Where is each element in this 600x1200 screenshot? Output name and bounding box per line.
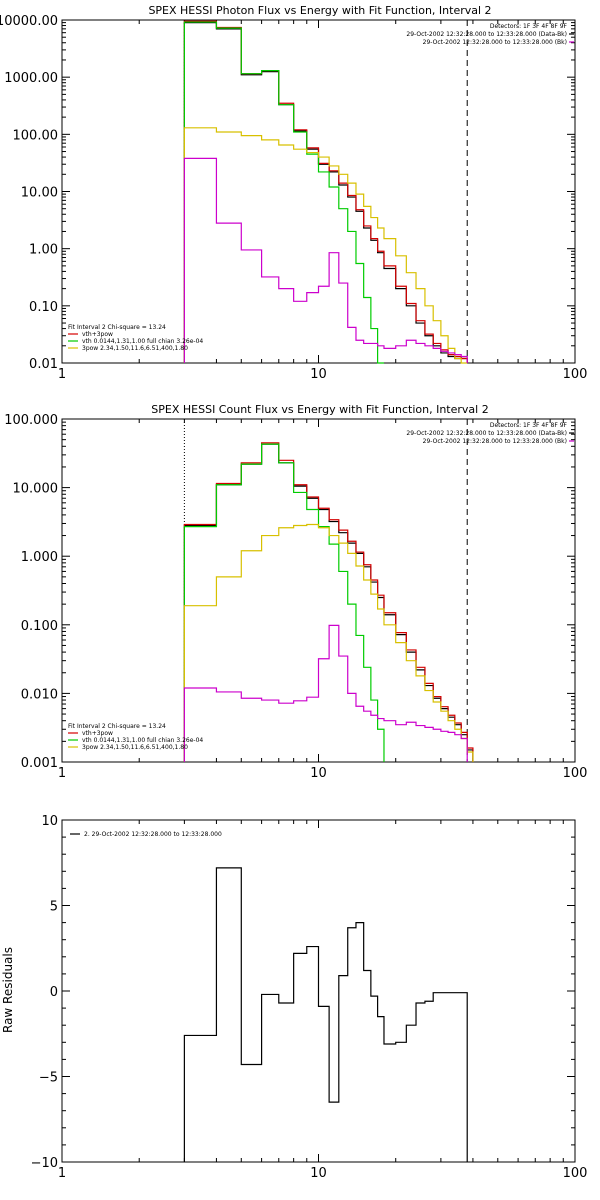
fit-label: Fit Interval 2 Chi-square = 13.24 xyxy=(68,723,166,730)
header-line: Detectors: 1F 3F 4F 8F 9F xyxy=(490,23,568,30)
residuals-panel: Raw Residuals 1 10 100 10 5 0 −5 −10 2. 29-Oct-2… xyxy=(1,814,587,1181)
series-histogram xyxy=(183,157,468,363)
x-tick-label: 1 xyxy=(58,367,66,382)
header-line: 29-Oct-2002 12:32:28.000 to 12:33:28.000… xyxy=(406,31,567,38)
y-tick-label: 0.01 xyxy=(29,357,58,372)
y-tick-label: 10.00 xyxy=(21,186,58,201)
photon-flux-panel: SPEX HESSI Photon Flux vs Energy with Fi… xyxy=(0,4,587,382)
y-tick-label: 1.00 xyxy=(29,243,58,258)
legend-label: vth 0.0144,1.31,1.00 full chian 3.26e-04 xyxy=(82,737,203,744)
legend-label: 3pow 2.34,1.50,11.6,6.51,400,1.80 xyxy=(82,345,188,352)
count-flux-title: SPEX HESSI Count Flux vs Energy with Fit… xyxy=(151,403,488,416)
legend-label: 3pow 2.34,1.50,11.6,6.51,400,1.80 xyxy=(82,744,188,751)
plot-frame xyxy=(61,19,576,364)
y-tick-label: 1.000 xyxy=(21,550,58,565)
fit-label: Fit Interval 2 Chi-square = 13.24 xyxy=(68,324,166,331)
y-tick-label: 10 xyxy=(41,814,58,829)
y-tick-label: 1000.00 xyxy=(4,71,58,86)
x-tick-label: 100 xyxy=(563,1166,588,1181)
series-histogram xyxy=(183,867,468,1162)
series-histogram xyxy=(183,127,468,364)
residuals-y-label: Raw Residuals xyxy=(1,947,15,1033)
header-line: 29-Oct-2002 12:32:28.000 to 12:33:28.000… xyxy=(406,430,567,437)
legend-label: vth 0.0144,1.31,1.00 full chian 3.26e-04 xyxy=(82,338,203,345)
y-tick-label: 0.010 xyxy=(21,687,58,702)
header-line: Detectors: 1F 3F 4F 8F 9F xyxy=(490,422,568,429)
photon-flux-title: SPEX HESSI Photon Flux vs Energy with Fi… xyxy=(148,4,491,17)
y-tick-label: 0.10 xyxy=(29,300,58,315)
legend-label: vth+3pow xyxy=(82,331,113,338)
series-histogram xyxy=(183,523,474,762)
y-tick-label: −5 xyxy=(39,1071,58,1086)
legend-label: vth+3pow xyxy=(82,730,113,737)
y-tick-label: 5 xyxy=(50,900,58,915)
series-histogram xyxy=(183,20,468,363)
x-tick-label: 10 xyxy=(310,766,327,781)
x-tick-label: 1 xyxy=(58,1166,66,1181)
y-tick-label: 100.00 xyxy=(13,128,59,143)
header-line: 29-Oct-2002 12:32:28.000 to 12:33:28.000… xyxy=(423,438,567,445)
x-tick-label: 1 xyxy=(58,766,66,781)
y-tick-label: 10.000 xyxy=(13,482,59,497)
series-histogram xyxy=(183,21,384,364)
x-tick-label: 10 xyxy=(310,1166,327,1181)
header-line: 29-Oct-2002 12:32:28.000 to 12:33:28.000… xyxy=(423,39,567,46)
y-tick-label: 0 xyxy=(50,985,58,1000)
series-histogram xyxy=(183,22,468,363)
y-tick-label: −10 xyxy=(31,1156,58,1171)
y-tick-label: 100.000 xyxy=(4,413,58,428)
y-tick-label: 0.001 xyxy=(21,756,58,771)
plot-frame xyxy=(61,418,576,763)
series-histogram xyxy=(183,443,474,762)
y-tick-label: 10000.00 xyxy=(0,14,58,29)
x-tick-label: 100 xyxy=(563,367,588,382)
count-flux-panel: SPEX HESSI Count Flux vs Energy with Fit… xyxy=(4,403,587,781)
x-tick-label: 10 xyxy=(310,367,327,382)
x-tick-label: 100 xyxy=(563,766,588,781)
legend-label: 2. 29-Oct-2002 12:32:28.000 to 12:33:28.… xyxy=(84,831,222,838)
y-tick-label: 0.100 xyxy=(21,619,58,634)
series-histogram xyxy=(183,624,468,762)
series-histogram xyxy=(183,443,385,762)
series-histogram xyxy=(183,442,474,762)
